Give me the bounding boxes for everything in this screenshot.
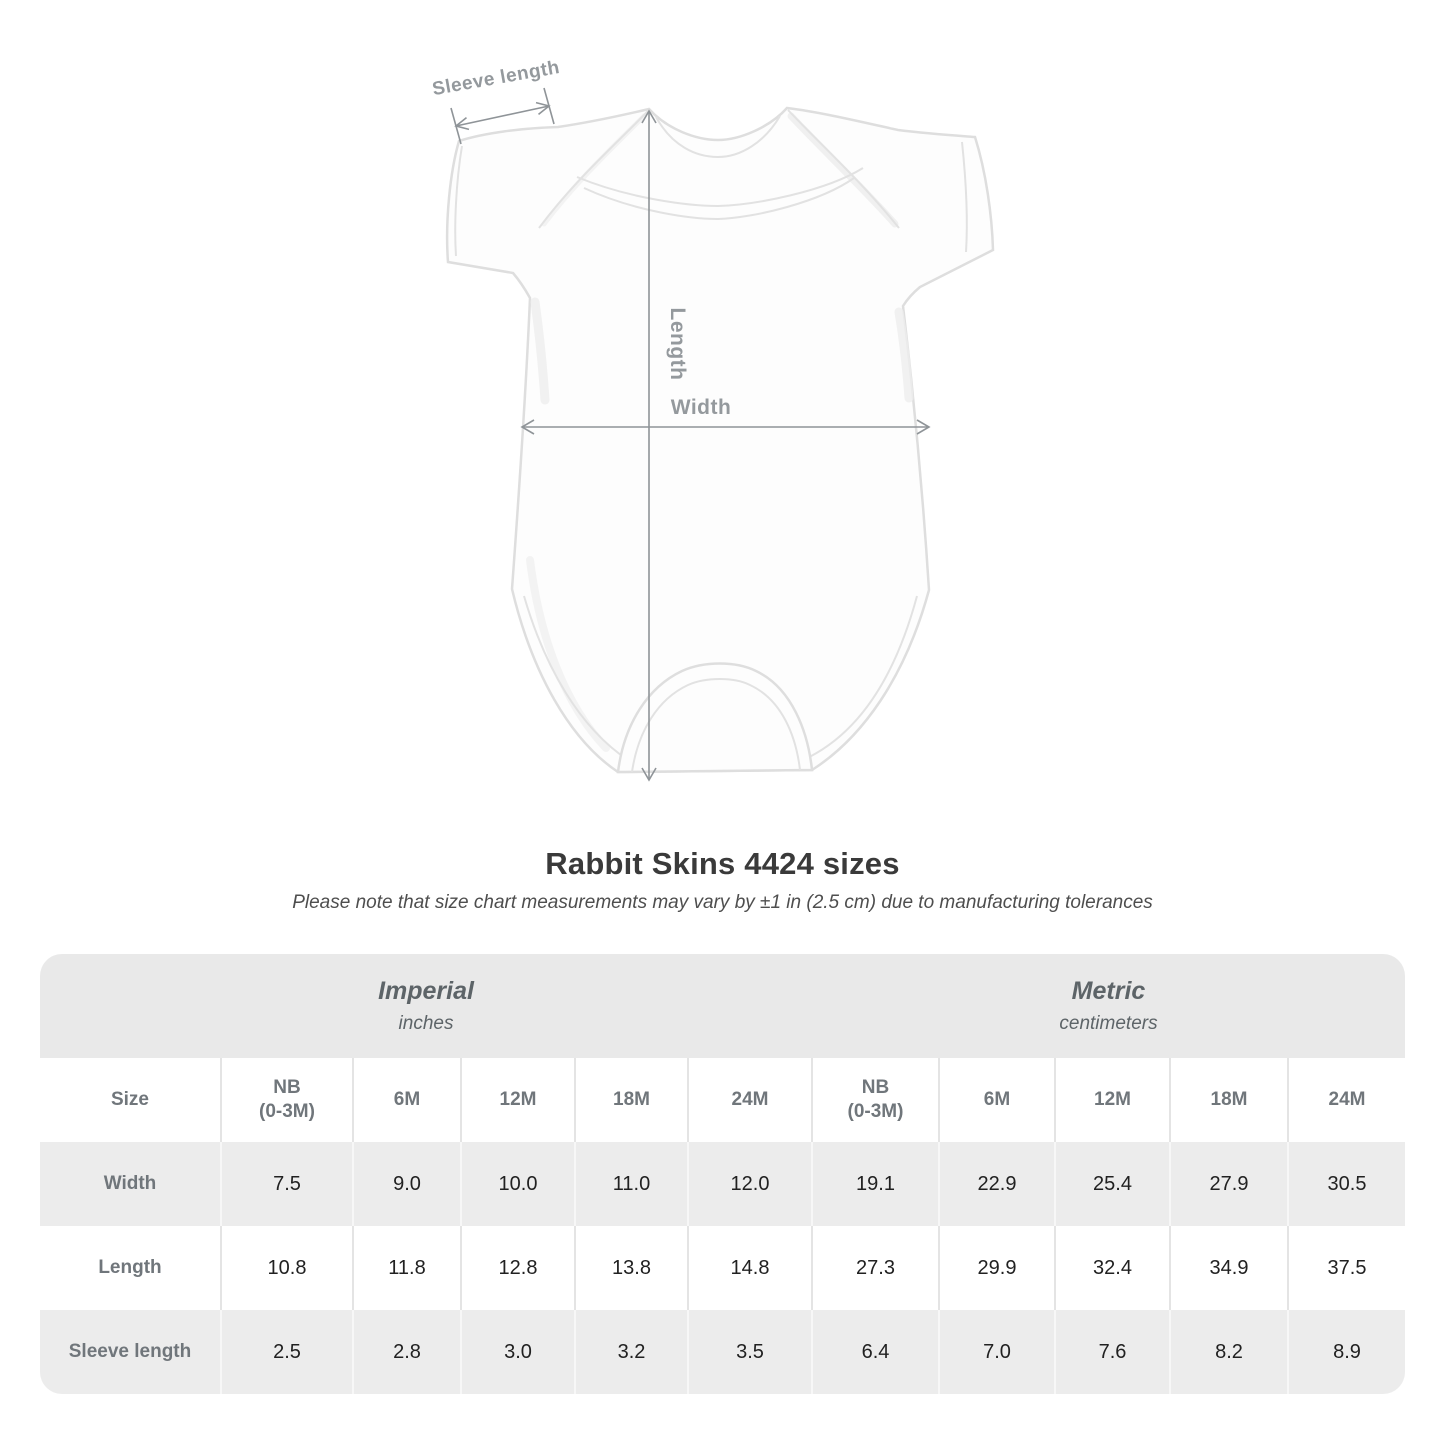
- value-cell: 14.8: [687, 1226, 812, 1310]
- onesie-measurement-svg: Sleeve length Length Width: [431, 57, 995, 782]
- value-cell: 13.8: [574, 1226, 688, 1310]
- collar-back-band: [655, 115, 781, 159]
- value-cell: 29.9: [938, 1226, 1055, 1310]
- product-diagram: Sleeve length Length Width: [431, 57, 995, 782]
- leg-binding-right: [802, 595, 918, 761]
- cuff-seam-right: [961, 141, 968, 253]
- width-arrow: [520, 419, 931, 435]
- col-header-metric-24m: 24M: [1287, 1058, 1405, 1142]
- col-header-metric-12m: 12M: [1054, 1058, 1170, 1142]
- onesie-illustration: [445, 106, 995, 774]
- measurements-table: Size NB (0-3M) 6M 12M 18M 24M NB (0-3M) …: [40, 1058, 1405, 1394]
- armpit-shadow-right: [894, 307, 914, 403]
- fold-shadow-right: [787, 112, 899, 228]
- row-label: Width: [103, 1173, 157, 1195]
- value-cell: 8.9: [1287, 1310, 1405, 1394]
- metric-section-header: Metric centimeters: [812, 954, 1405, 1058]
- value-cell: 27.9: [1169, 1142, 1288, 1226]
- value-cell: 37.5: [1287, 1226, 1405, 1310]
- imperial-unit: inches: [398, 1013, 454, 1034]
- table-row-sleeve-length: Sleeve length 2.5 2.8 3.0 3.2 3.5 6.4 7.…: [40, 1310, 1405, 1394]
- col-header-imperial-18m: 18M: [574, 1058, 688, 1142]
- value-cell: 27.3: [811, 1226, 939, 1310]
- col-header-imperial-nb: NB (0-3M): [220, 1058, 353, 1142]
- length-label: Length: [666, 308, 689, 381]
- value-cell: 9.0: [352, 1142, 461, 1226]
- col-header-metric-6m: 6M: [938, 1058, 1055, 1142]
- table-row-length: Length 10.8 11.8 12.8 13.8 14.8 27.3 29.…: [40, 1226, 1405, 1310]
- value-cell: 19.1: [811, 1142, 939, 1226]
- size-chart-table: Imperial inches Metric centimeters Size …: [40, 954, 1405, 1394]
- value-cell: 3.2: [574, 1310, 688, 1394]
- tolerance-note: Please note that size chart measurements…: [292, 892, 1153, 913]
- value-cell: 3.0: [460, 1310, 575, 1394]
- neckline-binding-inner: [583, 177, 855, 221]
- col-header-imperial-24m: 24M: [687, 1058, 812, 1142]
- col-header-metric-nb: NB (0-3M): [811, 1058, 939, 1142]
- hip-shadow-left: [526, 556, 610, 752]
- row-label: Sleeve length: [68, 1341, 192, 1363]
- value-cell: 10.0: [460, 1142, 575, 1226]
- value-cell: 3.5: [687, 1310, 812, 1394]
- metric-unit: centimeters: [1059, 1013, 1158, 1034]
- cuff-seam-left: [454, 145, 463, 257]
- value-cell: 2.5: [220, 1310, 353, 1394]
- imperial-section-header: Imperial inches: [40, 954, 812, 1058]
- lap-fold-right: [787, 109, 900, 229]
- crotch-flap: [616, 662, 814, 774]
- value-cell: 6.4: [811, 1310, 939, 1394]
- length-arrow: [641, 109, 657, 782]
- value-cell: 30.5: [1287, 1142, 1405, 1226]
- value-cell: 12.0: [687, 1142, 812, 1226]
- sleeve-length-label: Sleeve length: [431, 57, 562, 100]
- col-header-metric-18m: 18M: [1169, 1058, 1288, 1142]
- onesie-body: [445, 106, 995, 774]
- value-cell: 34.9: [1169, 1226, 1288, 1310]
- col-header-imperial-6m: 6M: [352, 1058, 461, 1142]
- col-header-imperial-12m: 12M: [460, 1058, 575, 1142]
- value-cell: 8.2: [1169, 1310, 1288, 1394]
- value-cell: 11.8: [352, 1226, 461, 1310]
- size-header-row: Size NB (0-3M) 6M 12M 18M 24M NB (0-3M) …: [40, 1058, 1405, 1142]
- metric-title: Metric: [1071, 977, 1146, 1005]
- page-title: Rabbit Skins 4424 sizes: [545, 846, 900, 881]
- value-cell: 22.9: [938, 1142, 1055, 1226]
- value-cell: 25.4: [1054, 1142, 1170, 1226]
- row-label: Length: [98, 1257, 162, 1279]
- table-row-width: Width 7.5 9.0 10.0 11.0 12.0 19.1 22.9 2…: [40, 1142, 1405, 1226]
- value-cell: 12.8: [460, 1226, 575, 1310]
- col-header-size: Size: [110, 1089, 150, 1111]
- lap-fold-left: [538, 110, 649, 229]
- armpit-shadow-left: [530, 297, 550, 405]
- value-cell: 32.4: [1054, 1226, 1170, 1310]
- imperial-title: Imperial: [378, 977, 474, 1005]
- value-cell: 10.8: [220, 1226, 353, 1310]
- value-cell: 11.0: [574, 1142, 688, 1226]
- value-cell: 7.6: [1054, 1310, 1170, 1394]
- value-cell: 7.0: [938, 1310, 1055, 1394]
- value-cell: 7.5: [220, 1142, 353, 1226]
- leg-binding-left: [523, 595, 629, 761]
- value-cell: 2.8: [352, 1310, 461, 1394]
- units-header-band: Imperial inches Metric centimeters: [40, 954, 1405, 1058]
- width-label: Width: [671, 396, 732, 419]
- neckline-binding-outer: [576, 167, 864, 208]
- sleeve-length-arrow: [450, 87, 555, 145]
